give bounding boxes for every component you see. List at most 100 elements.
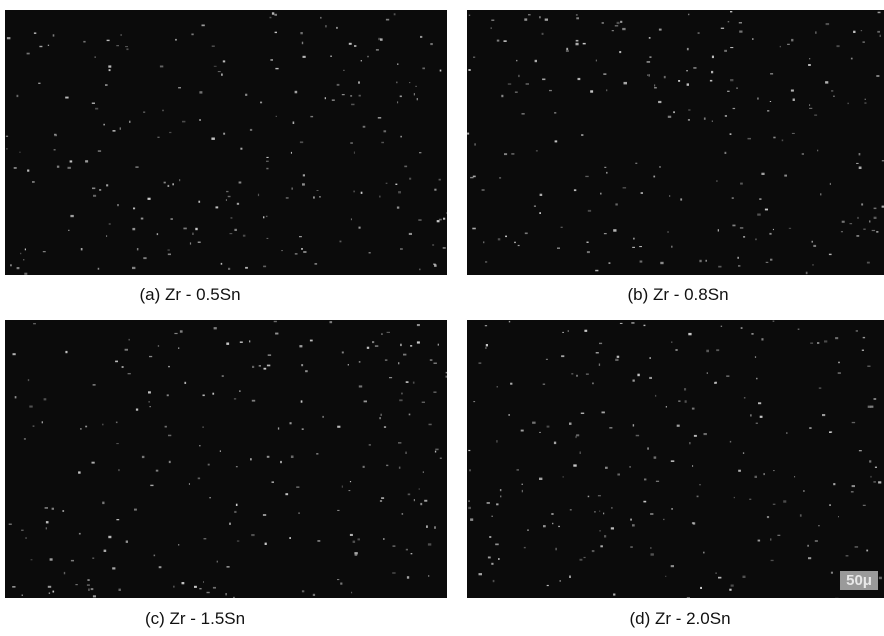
speckle (267, 365, 270, 367)
speckle (417, 98, 418, 100)
speckle (826, 23, 830, 25)
speckle (407, 576, 409, 579)
speckle (869, 220, 870, 222)
speckle (547, 585, 549, 586)
speckle (483, 241, 484, 243)
speckle (835, 337, 838, 339)
speckle (489, 536, 491, 538)
speckle (202, 25, 205, 27)
speckle (417, 341, 420, 343)
speckle (28, 379, 29, 381)
speckle (265, 543, 267, 545)
speckle (137, 248, 139, 250)
speckle (75, 584, 77, 585)
speckle (685, 400, 687, 403)
speckle (414, 93, 415, 95)
speckle (841, 231, 843, 232)
speckle (803, 490, 804, 491)
speckle (498, 558, 500, 560)
speckle (236, 466, 238, 467)
speckle (413, 382, 415, 384)
speckle (770, 73, 773, 74)
speckle (528, 14, 531, 15)
speckle (46, 527, 47, 529)
speckle (863, 505, 866, 506)
speckle (546, 359, 548, 360)
speckle (93, 384, 96, 386)
speckle (636, 435, 639, 437)
speckle (600, 530, 601, 531)
speckle (542, 33, 544, 35)
speckle (653, 176, 655, 178)
speckle (367, 56, 368, 58)
speckle (191, 34, 193, 36)
speckle (27, 170, 29, 172)
speckle (617, 356, 620, 358)
speckle (492, 516, 493, 517)
speckle (532, 422, 536, 424)
speckle (727, 91, 730, 92)
speckle (25, 537, 26, 539)
speckle (299, 236, 302, 237)
speckle (98, 268, 100, 270)
caption: (c) Zr - 1.5Sn (145, 609, 245, 629)
speckle (558, 526, 560, 527)
speckle (87, 584, 90, 586)
speckle (350, 481, 351, 482)
speckle (482, 189, 485, 191)
speckle (34, 32, 36, 34)
speckle (52, 508, 54, 510)
speckle (267, 238, 269, 239)
speckle (542, 79, 545, 81)
speckle (340, 583, 342, 585)
speckle (367, 347, 369, 349)
speckle (268, 354, 271, 356)
speckle (857, 217, 858, 219)
speckle (485, 347, 487, 349)
speckle (32, 181, 35, 183)
speckle (644, 325, 646, 326)
speckle (168, 185, 170, 187)
speckle (740, 183, 743, 185)
speckle (236, 504, 238, 506)
speckle (667, 231, 669, 232)
speckle (734, 497, 735, 498)
speckle (569, 423, 572, 425)
speckle (829, 254, 832, 255)
speckle (299, 345, 302, 347)
speckle (276, 116, 277, 117)
speckle (234, 398, 236, 400)
speckle (870, 476, 871, 478)
speckle (867, 262, 870, 264)
speckle (527, 530, 529, 531)
speckle (295, 91, 298, 94)
micrograph (467, 10, 884, 275)
speckle (300, 32, 302, 34)
speckle (446, 372, 447, 374)
speckle (514, 242, 516, 243)
speckle (348, 364, 349, 365)
speckle (620, 323, 623, 324)
speckle (358, 538, 361, 540)
speckle (410, 345, 412, 347)
speckle (198, 478, 200, 480)
speckle (588, 496, 590, 498)
speckle (688, 14, 689, 16)
speckle (168, 435, 171, 437)
speckle (430, 43, 433, 45)
speckle (487, 502, 490, 504)
speckle (862, 350, 864, 351)
speckle (833, 483, 835, 485)
speckle (750, 414, 751, 416)
speckle (786, 432, 787, 434)
speckle (400, 96, 402, 98)
speckle (817, 150, 818, 152)
speckle (766, 262, 769, 263)
speckle (728, 21, 730, 22)
speckle (249, 340, 250, 342)
speckle (440, 70, 442, 72)
speckle (730, 441, 731, 443)
speckle (851, 58, 853, 60)
speckle (384, 130, 387, 132)
speckle (562, 332, 564, 333)
